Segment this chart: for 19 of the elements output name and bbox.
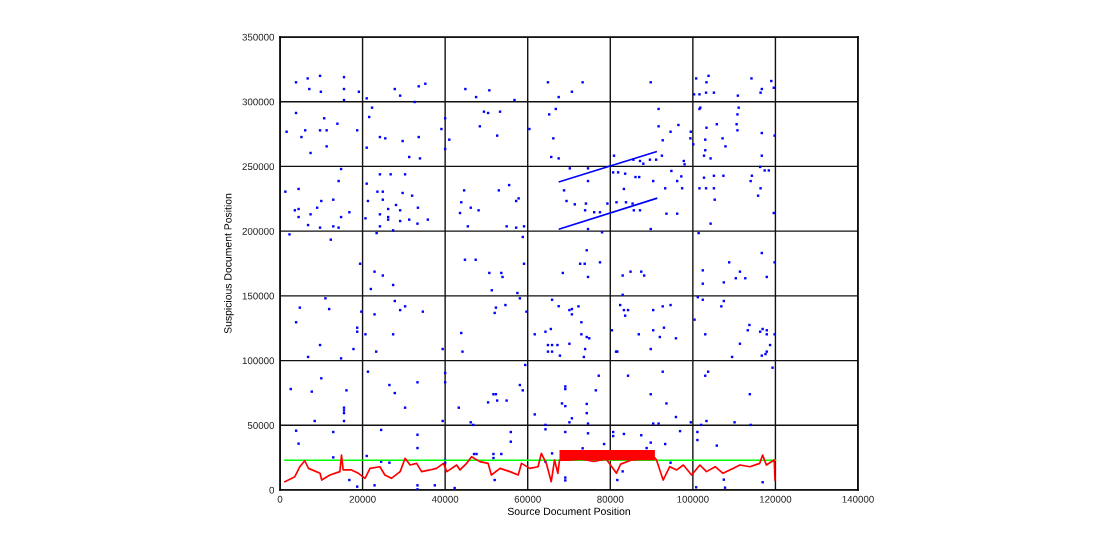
- y-tick-label: 250000: [242, 163, 275, 171]
- line-series: [284, 452, 776, 483]
- x-tick-label: 60000: [514, 495, 541, 503]
- y-tick-label: 100000: [242, 357, 275, 365]
- x-tick-label: 40000: [431, 495, 459, 503]
- y-tick-label: 0: [269, 486, 275, 494]
- y-tick-label: 200000: [242, 227, 275, 235]
- x-tick-label: 120000: [759, 495, 792, 503]
- y-tick-label: 150000: [242, 292, 275, 300]
- x-tick-label: 20000: [349, 495, 376, 503]
- x-axis-title: Source Document Position: [507, 507, 630, 516]
- x-tick-label: 0: [277, 495, 283, 503]
- y-axis-title: Suspicious Document Position: [223, 193, 234, 334]
- y-tick-label: 50000: [247, 422, 275, 429]
- y-tick-label: 300000: [242, 98, 275, 106]
- x-tick-label: 100000: [677, 495, 709, 503]
- x-tick-label: 140000: [842, 495, 874, 503]
- x-tick-label: 80000: [597, 495, 624, 503]
- y-tick-label: 350000: [242, 33, 275, 41]
